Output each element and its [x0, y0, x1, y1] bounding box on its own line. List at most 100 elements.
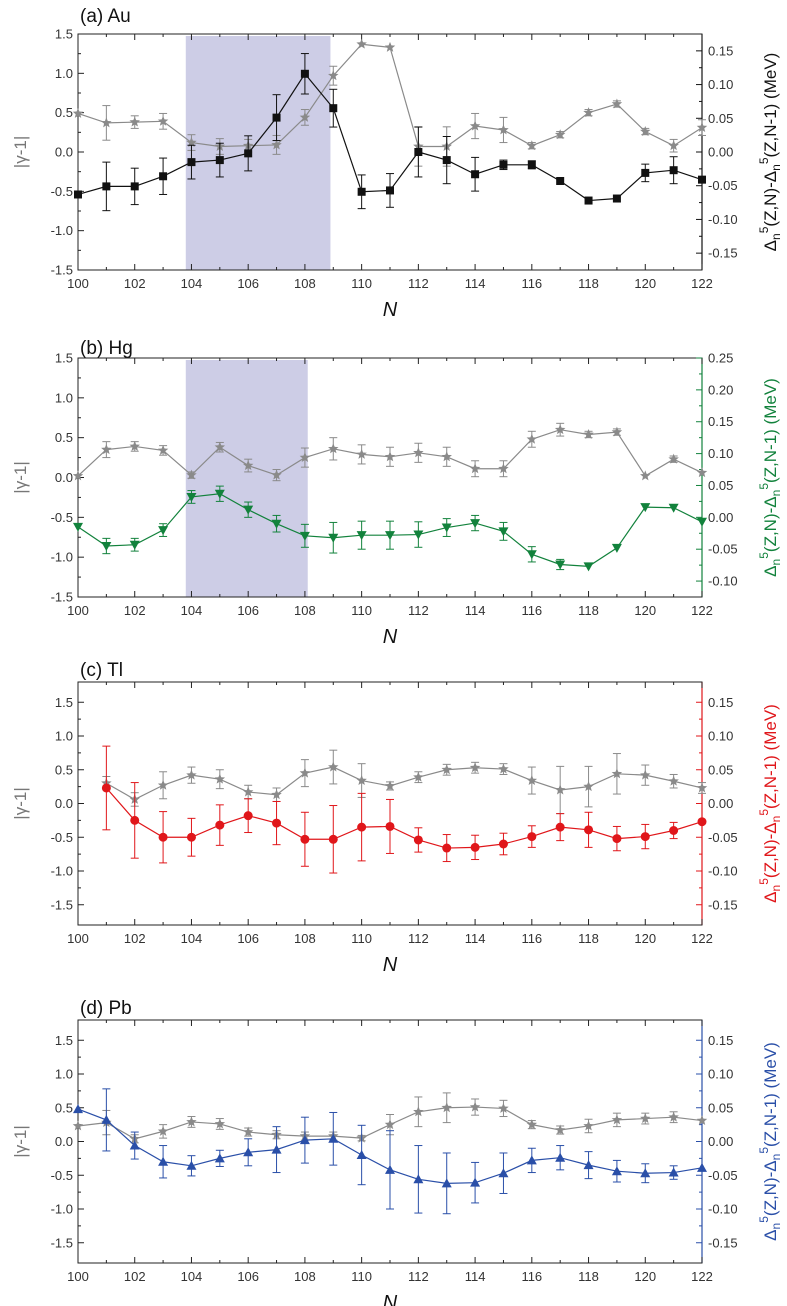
data-point: [101, 1114, 112, 1124]
label-fragment: (Z,N-1) (MeV): [761, 704, 780, 809]
data-point: [72, 107, 84, 118]
data-point: [244, 149, 253, 158]
y-right-tick-label: -0.10: [708, 1202, 738, 1217]
data-point: [668, 140, 679, 151]
y-left-tick-label: -0.5: [51, 830, 73, 845]
y-left-tick-label: -1.0: [51, 223, 73, 238]
x-tick-label: 112: [408, 931, 429, 946]
y-left-tick-label: 0.5: [55, 105, 73, 120]
subscript-n: n: [769, 164, 783, 171]
data-point: [243, 1147, 254, 1157]
data-point: [214, 773, 226, 784]
y-left-tick-label: 1.0: [55, 390, 73, 405]
data-point: [242, 460, 254, 470]
x-tick-label: 108: [294, 931, 316, 946]
data-point: [214, 441, 226, 452]
y-axis-label-left: |γ-1|: [11, 1125, 30, 1157]
data-point: [101, 444, 112, 455]
data-point: [640, 126, 651, 136]
data-point: [668, 1111, 679, 1122]
data-point: [555, 560, 566, 570]
y-left-tick-label: 0.0: [55, 145, 73, 160]
series-gamma: [72, 422, 708, 482]
y-left-tick-label: 1.5: [55, 351, 73, 366]
data-point: [527, 160, 536, 169]
x-tick-label: 102: [124, 931, 146, 946]
delta-glyph: Δ: [761, 1160, 780, 1171]
y-left-tick-label: -1.0: [51, 864, 73, 879]
y-right-tick-label: 0.00: [708, 145, 733, 160]
data-point: [498, 763, 509, 774]
data-point: [498, 839, 508, 849]
data-point: [328, 834, 338, 844]
data-point: [469, 463, 481, 474]
x-axis-label: N: [383, 954, 398, 976]
data-point: [556, 176, 565, 185]
data-point: [413, 1106, 424, 1117]
data-point: [272, 113, 281, 122]
y-left-tick-label: 0.5: [55, 762, 73, 777]
data-point: [640, 1113, 651, 1123]
y-left-tick-label: 1.0: [55, 1067, 73, 1082]
series-line: [106, 766, 703, 801]
panel-title: (c) Tl: [80, 660, 123, 681]
y-left-tick-label: 1.5: [55, 1033, 73, 1048]
data-point: [554, 1124, 566, 1135]
data-point: [470, 842, 480, 852]
data-point: [470, 519, 481, 529]
data-point: [640, 1168, 651, 1178]
x-tick-label: 110: [351, 603, 372, 618]
data-point: [413, 447, 424, 458]
x-tick-label: 122: [691, 276, 713, 291]
data-point: [697, 1162, 707, 1172]
series-line: [105, 787, 703, 849]
y-axis-label-right: Δn5(Z,N)-Δn5(Z,N-1) (MeV): [757, 1042, 783, 1241]
x-tick-label: 112: [408, 603, 429, 618]
data-point: [214, 1118, 226, 1129]
data-point: [526, 140, 538, 151]
data-point: [73, 1104, 83, 1114]
data-point: [357, 822, 367, 832]
x-tick-label: 102: [124, 1269, 146, 1284]
data-point: [498, 1168, 509, 1178]
data-point: [356, 448, 367, 459]
y-right-tick-label: 0.00: [708, 510, 733, 525]
data-point: [526, 1119, 538, 1130]
x-tick-label: 114: [465, 276, 486, 291]
data-point: [73, 522, 83, 532]
data-point: [384, 41, 396, 52]
data-point: [384, 1119, 396, 1130]
data-point: [158, 526, 169, 536]
data-point: [583, 1120, 594, 1131]
y-right-tick-label: -0.05: [708, 542, 738, 557]
data-point: [583, 562, 594, 572]
data-point: [157, 115, 169, 126]
y-left-tick-label: -1.5: [51, 897, 73, 912]
data-point: [101, 117, 112, 128]
data-point: [441, 1178, 452, 1188]
y-left-tick-label: 0.5: [55, 430, 73, 445]
y-left-tick-label: -1.5: [51, 263, 73, 278]
series-delta: [74, 53, 706, 212]
y-right-tick-label: -0.15: [708, 246, 738, 261]
data-point: [299, 1135, 310, 1145]
x-tick-label: 114: [465, 1269, 486, 1284]
data-point: [300, 69, 309, 78]
x-tick-label: 108: [294, 603, 316, 618]
data-point: [669, 826, 679, 835]
data-point: [328, 70, 339, 81]
data-point: [271, 139, 282, 150]
data-point: [215, 156, 224, 165]
data-point: [242, 786, 254, 797]
data-point: [526, 775, 538, 785]
y-axis-label-right: Δn5(Z,N)-Δn5(Z,N-1) (MeV): [757, 53, 783, 252]
data-point: [611, 1166, 622, 1176]
data-point: [641, 168, 650, 177]
data-point: [329, 104, 338, 113]
data-point: [386, 186, 394, 195]
y-right-tick-label: -0.05: [708, 830, 738, 845]
data-point: [242, 1126, 254, 1137]
data-point: [384, 451, 396, 462]
panel-c-tl: (c) Tl |γ-1| Δn5(Z,N)-Δn5(Z,N-1) (MeV) N…: [11, 660, 783, 976]
data-point: [697, 817, 707, 827]
